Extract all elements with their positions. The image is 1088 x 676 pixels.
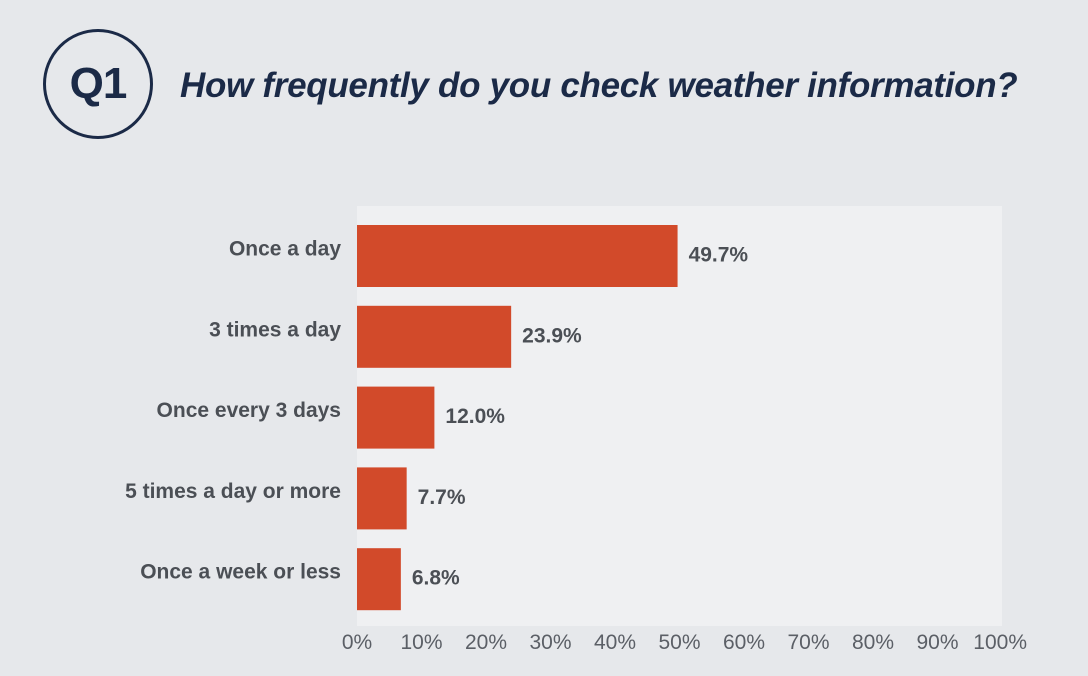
- x-tick-label: 100%: [973, 631, 1027, 654]
- x-tick-label: 80%: [852, 631, 894, 654]
- x-tick-label: 30%: [529, 631, 571, 654]
- category-label: Once a week or less: [140, 561, 341, 584]
- x-tick-label: 10%: [400, 631, 442, 654]
- category-label: 5 times a day or more: [125, 480, 341, 503]
- x-tick-label: 60%: [723, 631, 765, 654]
- category-label: Once every 3 days: [157, 399, 341, 422]
- question-title: How frequently do you check weather info…: [180, 66, 1018, 105]
- bar: [357, 467, 407, 530]
- bar: [357, 305, 512, 368]
- value-label: 23.9%: [522, 324, 582, 347]
- bar: [357, 548, 401, 611]
- category-label: Once a day: [229, 238, 341, 261]
- bar: [357, 225, 678, 287]
- value-label: 6.8%: [412, 567, 460, 590]
- x-tick-label: 70%: [787, 631, 829, 654]
- category-label: 3 times a day: [209, 318, 341, 341]
- value-label: 7.7%: [418, 486, 466, 509]
- bar: [357, 386, 435, 449]
- question-number-badge: Q1: [43, 29, 153, 139]
- x-tick-label: 0%: [342, 631, 372, 654]
- x-tick-label: 20%: [465, 631, 507, 654]
- x-tick-label: 90%: [916, 631, 958, 654]
- x-tick-label: 50%: [658, 631, 700, 654]
- question-number: Q1: [69, 59, 128, 108]
- value-label: 49.7%: [689, 244, 749, 267]
- x-tick-label: 40%: [594, 631, 636, 654]
- value-label: 12.0%: [445, 405, 505, 428]
